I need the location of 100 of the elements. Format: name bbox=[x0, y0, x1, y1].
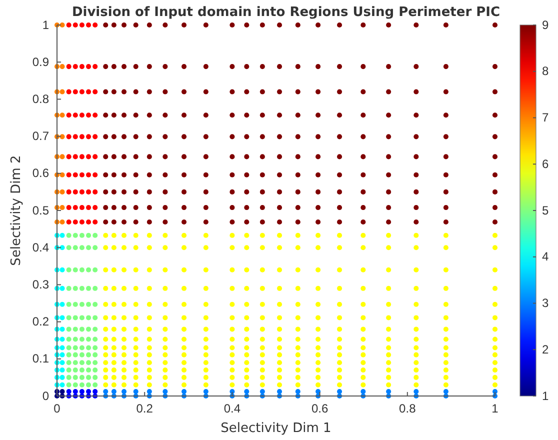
point bbox=[103, 112, 108, 118]
point bbox=[386, 205, 392, 210]
point bbox=[316, 154, 321, 160]
point bbox=[72, 374, 78, 380]
point bbox=[276, 189, 282, 194]
point bbox=[103, 368, 108, 373]
point bbox=[443, 64, 448, 70]
point bbox=[492, 89, 498, 94]
point bbox=[111, 352, 116, 358]
point bbox=[260, 219, 265, 225]
point bbox=[360, 112, 366, 118]
point bbox=[92, 389, 98, 394]
point bbox=[386, 172, 392, 178]
point bbox=[86, 219, 92, 225]
point bbox=[295, 336, 300, 342]
point bbox=[492, 172, 498, 178]
point bbox=[162, 326, 168, 332]
point bbox=[146, 245, 152, 250]
point bbox=[181, 315, 187, 320]
point bbox=[79, 374, 84, 380]
point bbox=[103, 382, 108, 388]
point bbox=[66, 172, 72, 178]
point bbox=[181, 172, 187, 178]
point bbox=[244, 345, 250, 350]
point bbox=[162, 232, 168, 238]
point bbox=[230, 232, 235, 238]
point bbox=[181, 286, 187, 291]
y-tick-label: 0.9 bbox=[32, 54, 50, 69]
point bbox=[244, 22, 250, 28]
point bbox=[443, 360, 448, 366]
point bbox=[260, 134, 265, 140]
point bbox=[386, 232, 392, 238]
point bbox=[260, 389, 265, 394]
point bbox=[203, 368, 208, 373]
point bbox=[414, 22, 419, 28]
point bbox=[203, 345, 208, 350]
point bbox=[103, 154, 108, 160]
point bbox=[92, 345, 98, 350]
point bbox=[295, 22, 300, 28]
point bbox=[443, 336, 448, 342]
point bbox=[386, 245, 392, 250]
point bbox=[92, 219, 98, 225]
point bbox=[162, 345, 168, 350]
point bbox=[92, 205, 98, 210]
point bbox=[492, 336, 498, 342]
point bbox=[66, 154, 72, 160]
point bbox=[79, 326, 84, 332]
point bbox=[121, 336, 127, 342]
point bbox=[230, 368, 235, 373]
point bbox=[60, 112, 65, 118]
point bbox=[181, 64, 187, 70]
point bbox=[414, 360, 419, 366]
point bbox=[121, 389, 127, 394]
point bbox=[230, 336, 235, 342]
point bbox=[72, 315, 78, 320]
color-bar-label: 9 bbox=[542, 18, 549, 32]
point bbox=[146, 336, 152, 342]
point bbox=[121, 382, 127, 388]
point bbox=[72, 232, 78, 238]
point bbox=[360, 326, 366, 332]
point bbox=[336, 22, 342, 28]
point bbox=[72, 134, 78, 140]
point bbox=[244, 112, 250, 118]
point bbox=[92, 382, 98, 388]
point bbox=[86, 64, 92, 70]
point bbox=[276, 389, 282, 394]
point bbox=[66, 326, 72, 332]
point bbox=[316, 64, 321, 70]
point bbox=[181, 302, 187, 307]
point bbox=[133, 374, 138, 380]
y-tick-label: 0.8 bbox=[32, 92, 50, 106]
point bbox=[276, 112, 282, 118]
point bbox=[146, 134, 152, 140]
point bbox=[414, 112, 419, 118]
point bbox=[295, 374, 300, 380]
point bbox=[244, 64, 250, 70]
point bbox=[60, 134, 65, 140]
point bbox=[72, 360, 78, 366]
point bbox=[133, 302, 138, 307]
point bbox=[336, 112, 342, 118]
point bbox=[162, 374, 168, 380]
point bbox=[386, 22, 392, 28]
point bbox=[133, 326, 138, 332]
y-tick-label: 0 bbox=[42, 388, 50, 403]
point bbox=[60, 345, 65, 350]
point bbox=[162, 22, 168, 28]
point bbox=[414, 64, 419, 70]
point bbox=[230, 134, 235, 140]
point bbox=[316, 267, 321, 272]
point bbox=[244, 382, 250, 388]
y-tick-label: 0.6 bbox=[32, 166, 50, 180]
point bbox=[203, 360, 208, 366]
point bbox=[295, 64, 300, 70]
point bbox=[414, 389, 419, 394]
point bbox=[492, 360, 498, 366]
point bbox=[260, 112, 265, 118]
point bbox=[79, 245, 84, 250]
point bbox=[181, 112, 187, 118]
point bbox=[443, 189, 448, 194]
point bbox=[66, 232, 72, 238]
